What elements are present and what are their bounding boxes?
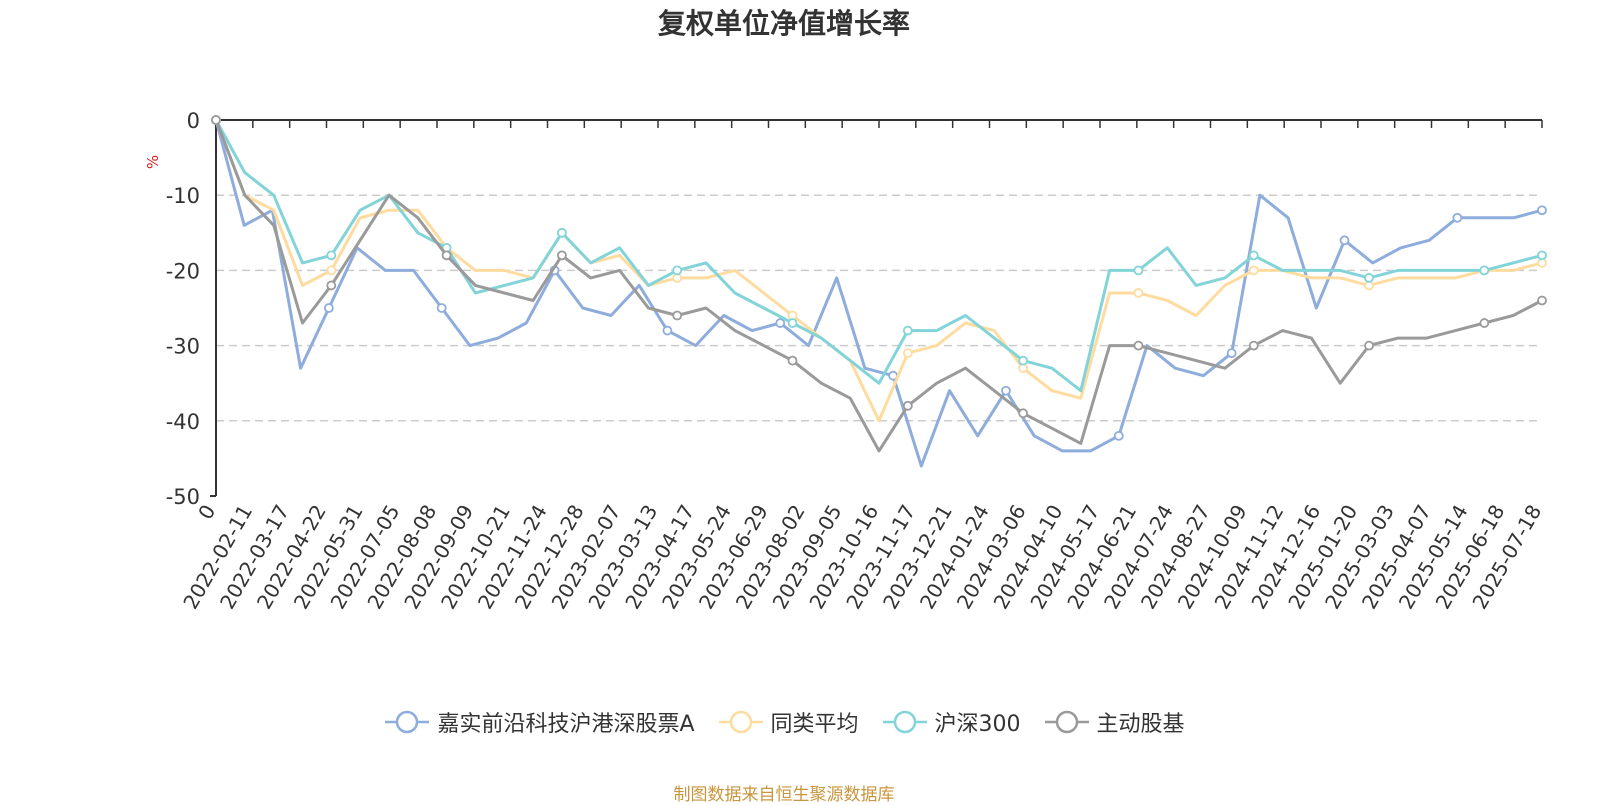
series-line-2 — [214, 119, 1543, 393]
legend-label: 主动股基 — [1096, 712, 1185, 737]
series-line-0 — [214, 119, 1543, 468]
series-point-2 — [1537, 250, 1547, 261]
y-axis-unit-label: % — [144, 155, 162, 169]
legend-swatch — [881, 707, 929, 737]
series-point-1 — [1248, 265, 1259, 276]
series-point-2 — [787, 318, 798, 328]
series-point-3 — [1248, 340, 1259, 351]
series-point-3 — [326, 280, 337, 291]
series-point-2 — [1364, 273, 1374, 283]
y-tick-label: -40 — [166, 410, 200, 434]
legend-item[interactable]: 沪深300 — [881, 706, 1021, 738]
series-line-1 — [214, 119, 1543, 423]
y-tick-label: -50 — [166, 485, 200, 509]
series-point-0 — [775, 318, 786, 328]
series-point-3 — [787, 355, 798, 366]
series-point-3 — [1364, 340, 1374, 351]
series-point-1 — [326, 265, 337, 276]
legend-item[interactable]: 主动股基 — [1043, 706, 1185, 738]
series-point-3 — [211, 115, 221, 125]
series-point-2 — [557, 227, 567, 238]
legend-swatch — [383, 707, 431, 737]
x-tick-label: 0 — [193, 501, 220, 524]
series-point-1 — [1133, 288, 1144, 298]
series-point-2 — [672, 265, 683, 276]
series-point-0 — [1537, 205, 1547, 216]
series-point-0 — [1226, 348, 1237, 359]
series-point-3 — [1018, 408, 1029, 419]
series-point-3 — [1479, 318, 1490, 328]
series-point-0 — [1001, 385, 1011, 396]
series-point-3 — [557, 250, 567, 261]
series-point-2 — [1133, 265, 1144, 276]
y-tick-label: 0 — [187, 109, 200, 133]
series-point-0 — [1113, 430, 1124, 441]
legend-label: 同类平均 — [770, 712, 859, 737]
series-point-3 — [672, 310, 683, 321]
y-tick-label: -10 — [166, 184, 200, 208]
series-point-0 — [436, 303, 447, 313]
series-point-2 — [1479, 265, 1490, 276]
series-point-1 — [902, 348, 913, 359]
series-point-3 — [1537, 295, 1547, 306]
series-point-2 — [326, 250, 337, 261]
series-point-3 — [902, 400, 913, 411]
series-point-2 — [902, 325, 913, 336]
series-point-0 — [662, 325, 673, 336]
legend-item[interactable]: 嘉实前沿科技沪港深股票A — [383, 706, 695, 738]
legend-swatch — [1043, 707, 1091, 737]
series-point-2 — [1248, 250, 1259, 261]
legend-item[interactable]: 同类平均 — [717, 706, 859, 738]
legend-swatch — [717, 707, 765, 737]
y-tick-label: -20 — [166, 259, 200, 283]
y-tick-label: -30 — [166, 335, 200, 359]
legend: 嘉实前沿科技沪港深股票A 同类平均 沪深300 主动股基 — [0, 706, 1568, 738]
series-point-0 — [1339, 235, 1350, 246]
series-point-3 — [441, 250, 452, 261]
data-source-footer: 制图数据来自恒生聚源数据库 — [673, 785, 895, 805]
chart-title: 复权单位净值增长率 — [657, 7, 910, 40]
series-point-0 — [1452, 212, 1463, 223]
series-line-3 — [214, 119, 1543, 453]
legend-label: 沪深300 — [934, 712, 1021, 737]
legend-label: 嘉实前沿科技沪港深股票A — [437, 712, 695, 737]
series-point-3 — [1133, 340, 1144, 351]
series-point-0 — [323, 303, 334, 313]
series-point-2 — [1018, 355, 1029, 366]
